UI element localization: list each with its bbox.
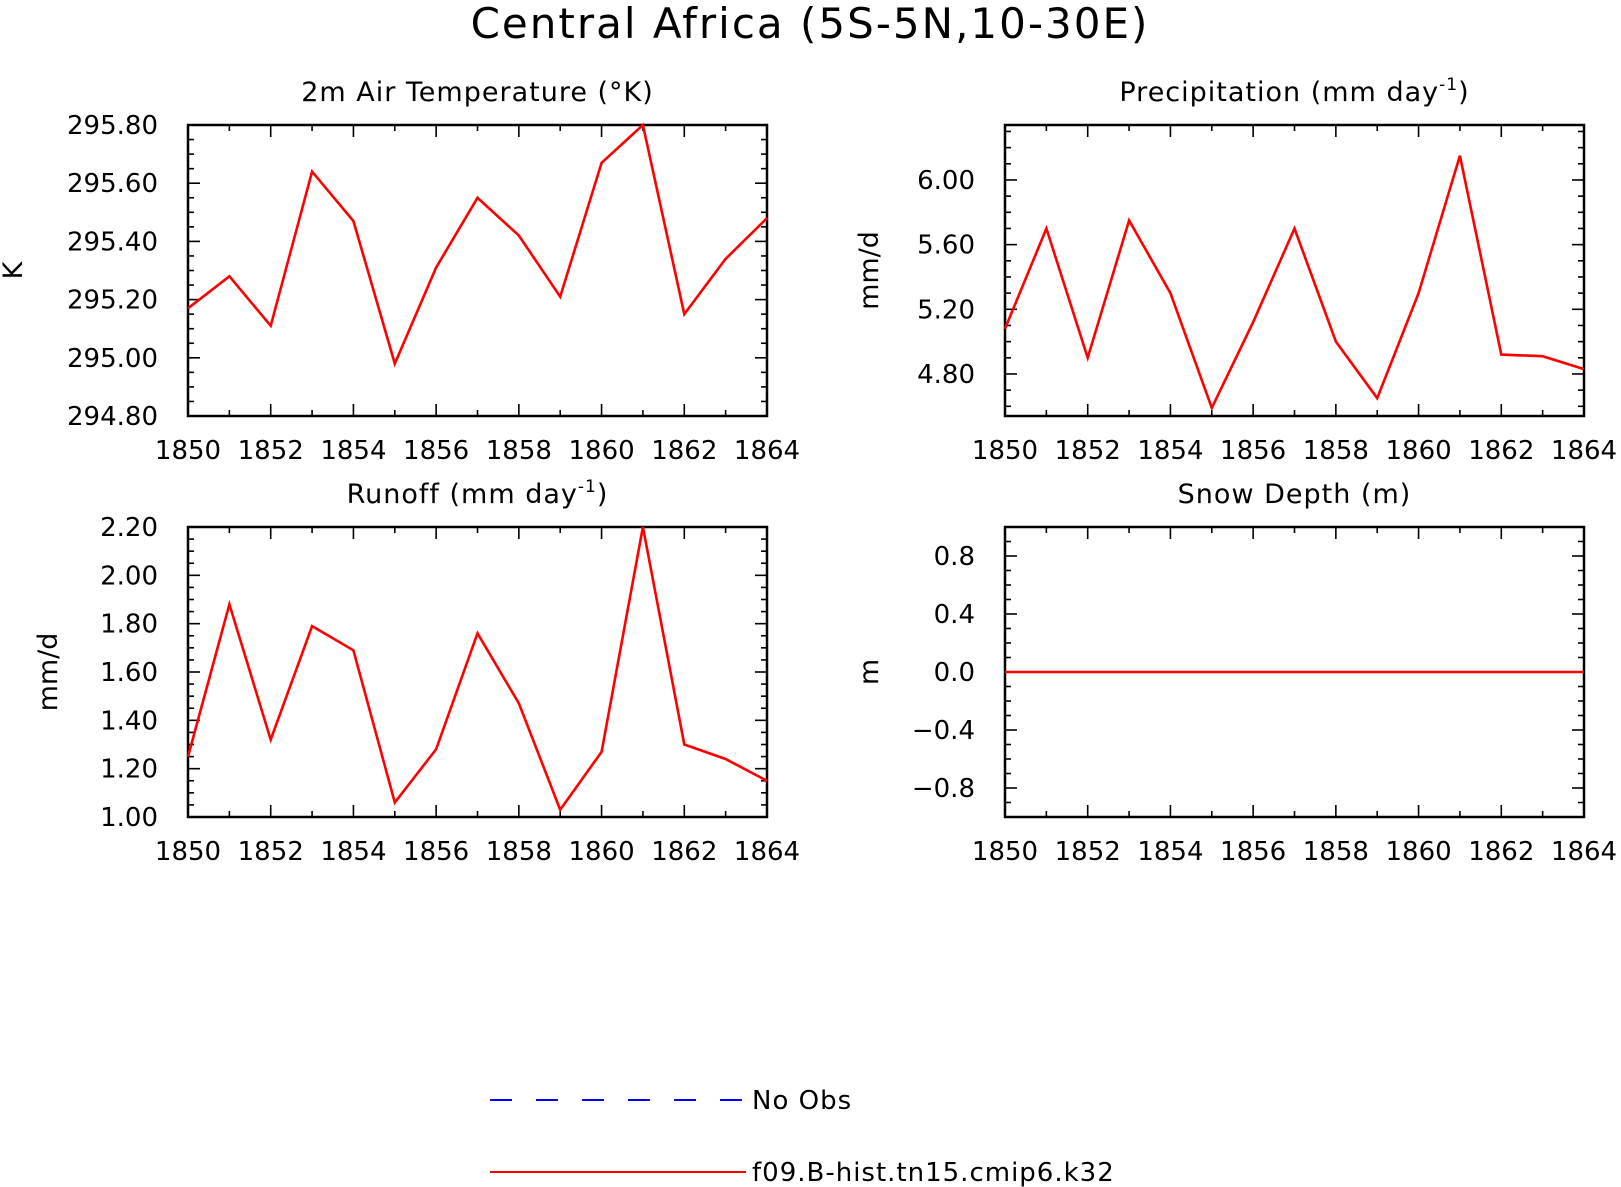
y-tick-label: 2.20: [100, 513, 158, 543]
panel-runoff: Runoff (mm day-1) 1850 1852 1854 1856 1858 186…: [33, 477, 800, 867]
x-tick-label: 1864: [1551, 436, 1617, 466]
panel-title-close-paren: ): [597, 479, 609, 510]
y-tick-label: 5.20: [917, 295, 975, 325]
x-tick-label: 1850: [972, 436, 1038, 466]
panel-title-text: Precipitation (mm day: [1119, 77, 1439, 108]
y-tick-label: 6.00: [917, 166, 975, 196]
x-tick-label: 1850: [972, 837, 1038, 867]
y-axis-label: m: [854, 659, 885, 685]
panel-title-text: 2m Air Temperature (°K): [301, 77, 654, 108]
x-tick-label: 1858: [1303, 837, 1369, 867]
x-tick-label: 1850: [155, 837, 221, 867]
x-tick-label: 1856: [403, 837, 469, 867]
y-tick-label: 4.80: [917, 360, 975, 390]
y-tick-label: 1.00: [100, 803, 158, 833]
y-tick-label: 2.00: [100, 561, 158, 591]
y-tick-label: −0.8: [912, 774, 975, 804]
x-tick-label: 1852: [238, 436, 304, 466]
y-axis-label: mm/d: [854, 231, 885, 310]
panel-air-temperature: 2m Air Temperature (°K) 1850 1852 1854 1856 1…: [0, 77, 800, 466]
x-tick-label: 1858: [486, 837, 552, 867]
panel-title-superscript: -1: [1439, 75, 1458, 95]
x-tick-label: 1860: [1385, 837, 1451, 867]
y-tick-label: 0.0: [934, 658, 975, 688]
x-tick-label: 1864: [734, 837, 800, 867]
y-tick-label: 295.00: [67, 344, 158, 374]
panel-precipitation: Precipitation (mm day-1) 1850 1852 1854 1856…: [854, 75, 1617, 466]
x-tick-label: 1864: [734, 436, 800, 466]
panel-title-superscript: -1: [578, 477, 597, 497]
x-tick-label: 1856: [1220, 436, 1286, 466]
x-tick-label: 1862: [1468, 436, 1534, 466]
figure-title: Central Africa (5S-5N,10-30E): [471, 0, 1150, 48]
y-tick-label: 1.60: [100, 658, 158, 688]
x-tick-label: 1860: [568, 436, 634, 466]
y-axis-label: mm/d: [33, 633, 64, 712]
plot-frame: [186, 525, 769, 819]
x-tick-label: 1860: [1385, 436, 1451, 466]
x-tick-label: 1854: [320, 837, 386, 867]
series-line: [186, 526, 768, 813]
panel-title: Runoff (mm day-1): [347, 477, 609, 510]
y-tick-label: 294.80: [67, 402, 158, 432]
y-tick-label: 295.40: [67, 227, 158, 257]
y-tick-label: 0.4: [934, 600, 975, 630]
x-tick-label: 1856: [1220, 837, 1286, 867]
x-tick-label: 1860: [568, 837, 634, 867]
y-tick-label: 1.80: [100, 610, 158, 640]
x-tick-label: 1852: [1055, 837, 1121, 867]
x-tick-label: 1854: [320, 436, 386, 466]
panel-snow-depth: Snow Depth (m) 1850 1852 1854 1856 1858 1860 18…: [854, 479, 1617, 867]
y-tick-label: 295.60: [67, 169, 158, 199]
x-tick-label: 1856: [403, 436, 469, 466]
panel-title: 2m Air Temperature (°K): [301, 77, 654, 108]
x-tick-label: 1862: [651, 837, 717, 867]
y-tick-label: 0.8: [934, 542, 975, 572]
legend: No Obs f09.B-hist.tn15.cmip6.k32: [490, 1086, 1115, 1187]
series-line: [187, 122, 768, 368]
x-tick-label: 1852: [238, 837, 304, 867]
panel-title-text: Runoff (mm day: [347, 479, 578, 510]
x-tick-label: 1850: [155, 436, 221, 466]
y-tick-label: 295.20: [67, 286, 158, 316]
x-tick-label: 1862: [651, 436, 717, 466]
x-tick-label: 1864: [1551, 837, 1617, 867]
y-axis-label: K: [0, 260, 29, 279]
x-tick-label: 1858: [1303, 436, 1369, 466]
x-tick-label: 1852: [1055, 436, 1121, 466]
x-tick-label: 1854: [1137, 837, 1203, 867]
panel-title-close-paren: ): [1458, 77, 1470, 108]
y-tick-label: 5.60: [917, 231, 975, 261]
panel-title-text: Snow Depth (m): [1178, 479, 1412, 510]
legend-label-model: f09.B-hist.tn15.cmip6.k32: [752, 1158, 1115, 1187]
x-tick-label: 1854: [1137, 436, 1203, 466]
panel-title: Precipitation (mm day-1): [1119, 75, 1469, 108]
y-tick-label: 1.40: [100, 706, 158, 736]
plot-frame: [1003, 123, 1586, 418]
y-tick-label: 295.80: [67, 111, 158, 141]
y-tick-label: −0.4: [912, 716, 975, 746]
series-line: [1003, 155, 1585, 412]
x-tick-label: 1862: [1468, 837, 1534, 867]
y-tick-label: 1.20: [100, 755, 158, 785]
plot-frame: [186, 123, 769, 418]
x-tick-label: 1858: [486, 436, 552, 466]
legend-label-no-obs: No Obs: [752, 1086, 852, 1116]
panel-title: Snow Depth (m): [1178, 479, 1412, 510]
